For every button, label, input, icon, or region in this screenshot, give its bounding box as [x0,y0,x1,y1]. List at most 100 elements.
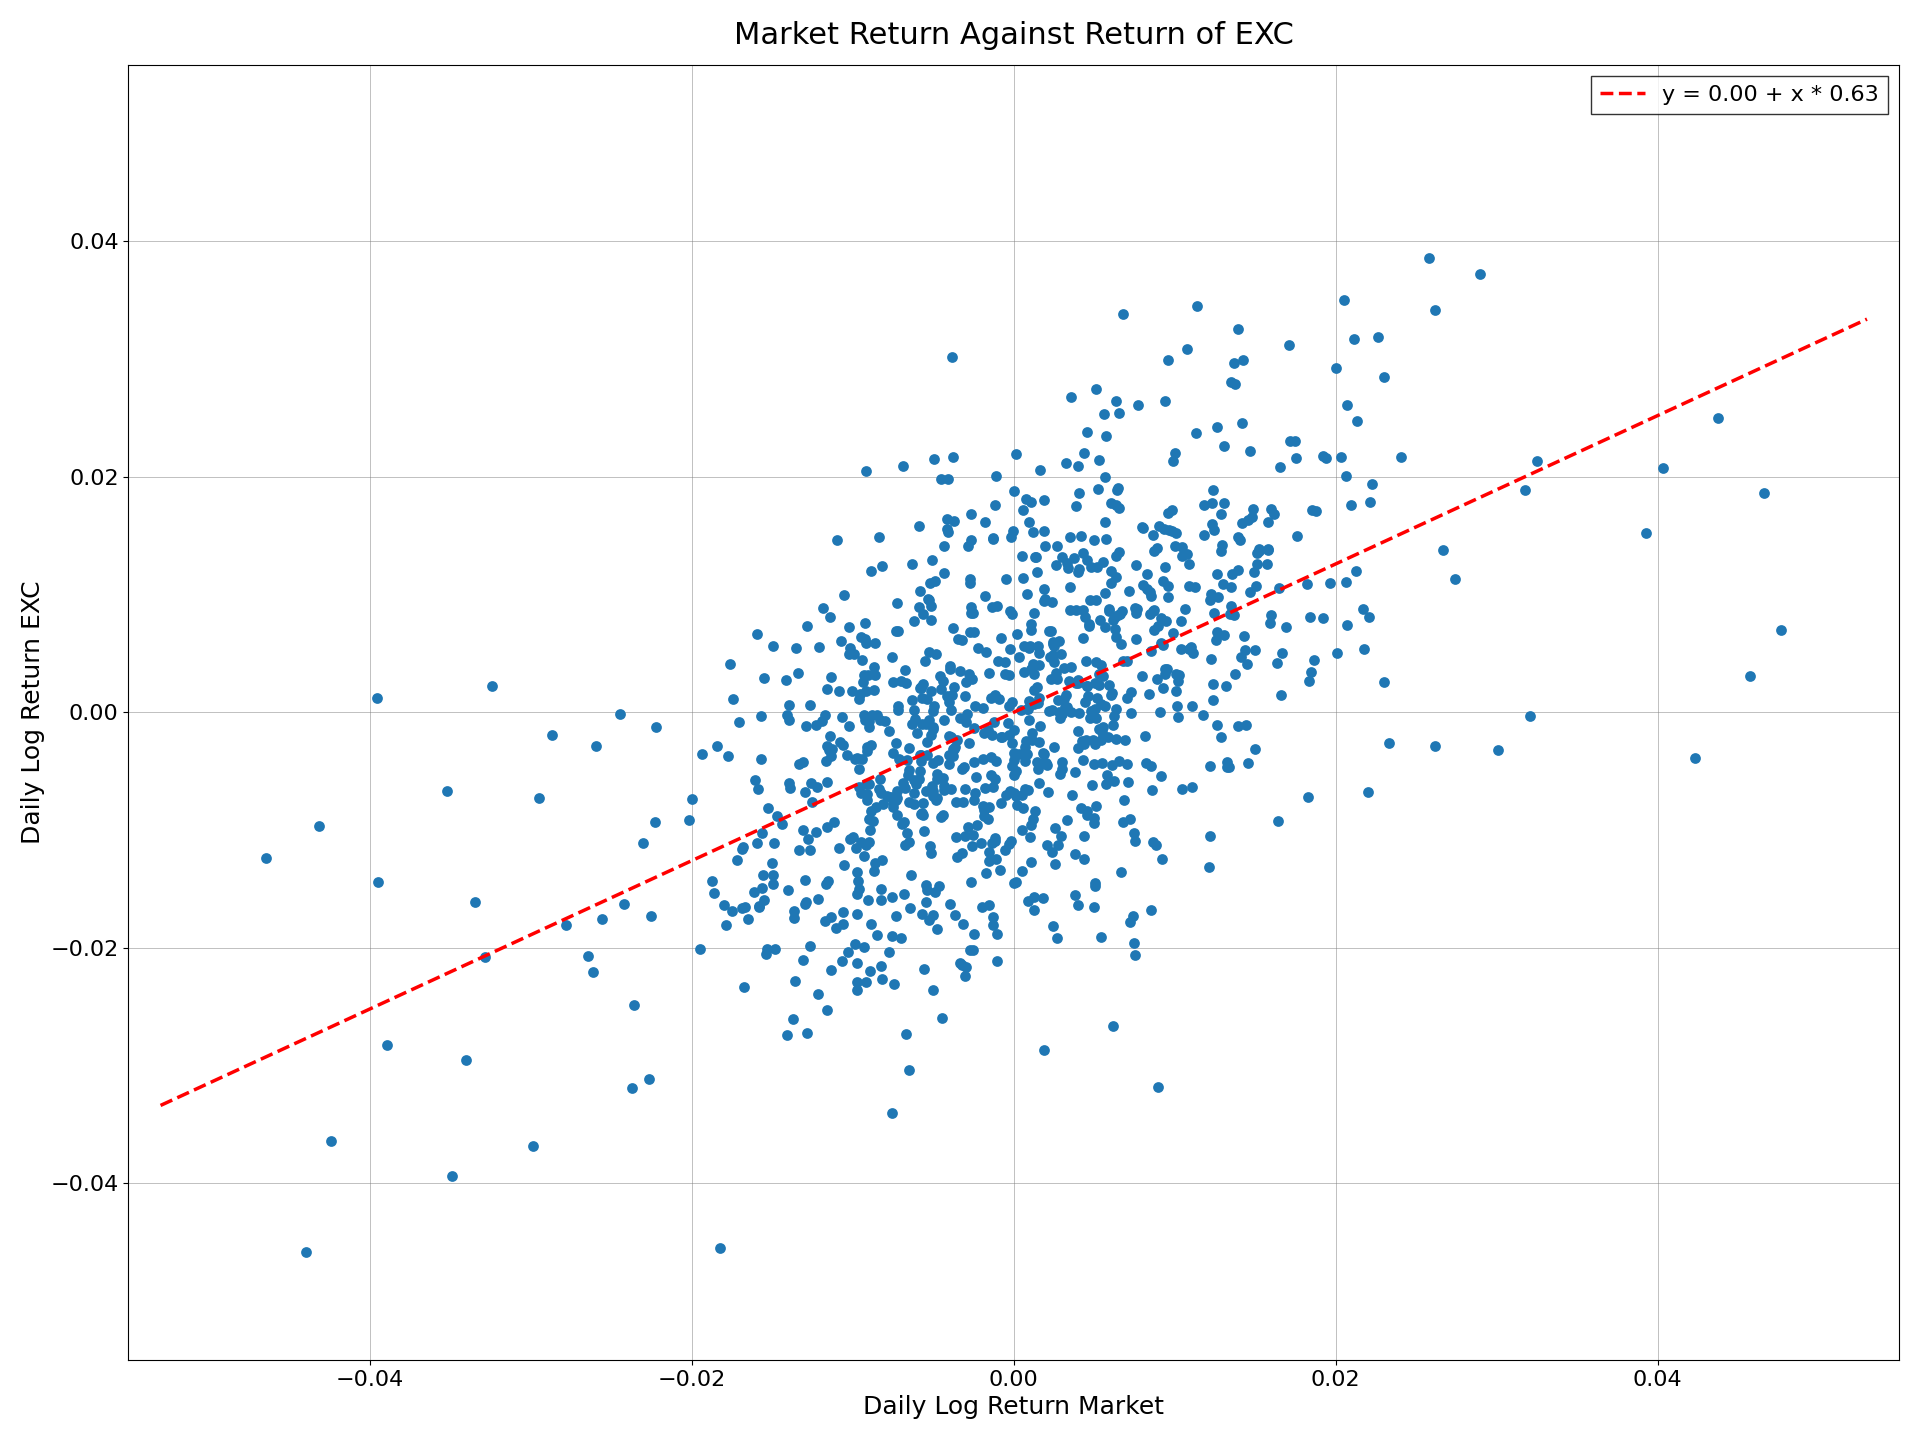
Point [956,528,987,552]
Point [1089,550,1119,573]
Point [1150,609,1181,632]
Point [993,694,1023,717]
Point [1062,672,1092,696]
Point [572,945,603,968]
Point [914,835,945,858]
Point [972,641,1002,664]
Point [770,668,801,691]
Point [883,619,914,642]
Point [1363,325,1394,348]
Point [941,825,972,848]
Point [918,979,948,1002]
Point [1060,760,1091,783]
Point [897,552,927,575]
Point [1162,662,1192,685]
Point [676,788,707,811]
Point [918,717,948,740]
Point [1137,599,1167,622]
Point [1020,678,1050,701]
Point [973,808,1004,831]
Point [1087,752,1117,775]
Point [933,753,964,776]
Point [1308,606,1338,629]
Point [920,694,950,717]
Point [1108,811,1139,834]
Point [1160,680,1190,703]
Point [912,873,943,896]
Point [1227,511,1258,534]
Point [973,841,1004,864]
Point [1098,769,1129,792]
Point [1521,449,1551,472]
Point [1164,706,1194,729]
Point [1087,665,1117,688]
Point [1096,491,1127,514]
Point [1331,465,1361,488]
Point [1188,492,1219,516]
Point [947,953,977,976]
Point [1294,605,1325,628]
Point [906,802,937,825]
Point [1137,831,1167,854]
Point [1033,698,1064,721]
Point [1008,566,1039,589]
Point [1039,852,1069,876]
Point [758,831,789,854]
Point [918,700,948,723]
Point [979,684,1010,707]
Point [920,881,950,904]
Point [856,560,887,583]
Point [812,678,843,701]
Point [1050,684,1081,707]
Point [1440,567,1471,590]
Point [1071,420,1102,444]
Point [1135,755,1165,778]
Point [906,672,937,696]
Point [710,913,741,936]
Point [791,890,822,913]
Point [1223,318,1254,341]
Point [958,716,989,739]
Point [879,904,910,927]
Point [733,907,764,930]
Point [616,1076,647,1099]
Point [812,999,843,1022]
Point [856,704,887,727]
Point [753,937,783,960]
Point [1050,696,1081,719]
Point [1071,729,1102,752]
Point [1139,599,1169,622]
Point [885,927,916,950]
Point [1104,400,1135,423]
Point [945,952,975,975]
Point [998,782,1029,805]
Point [1010,778,1041,801]
Point [1064,481,1094,504]
Point [791,714,822,737]
Point [636,904,666,927]
Point [1087,721,1117,744]
Point [1196,583,1227,606]
Point [1150,658,1181,681]
Point [1208,533,1238,556]
Point [1114,910,1144,933]
X-axis label: Daily Log Return Market: Daily Log Return Market [864,1395,1164,1420]
Point [1014,708,1044,732]
Point [1265,455,1296,478]
Point [906,677,937,700]
Point [872,785,902,808]
Point [908,602,939,625]
Point [1102,477,1133,500]
Point [826,730,856,753]
Point [1068,825,1098,848]
Point [1068,599,1098,622]
Point [960,765,991,788]
Point [1071,649,1102,672]
Point [849,704,879,727]
Point [436,1164,467,1187]
Point [1106,861,1137,884]
Point [854,960,885,984]
Point [981,749,1012,772]
Point [1482,739,1513,762]
Point [1225,647,1256,670]
